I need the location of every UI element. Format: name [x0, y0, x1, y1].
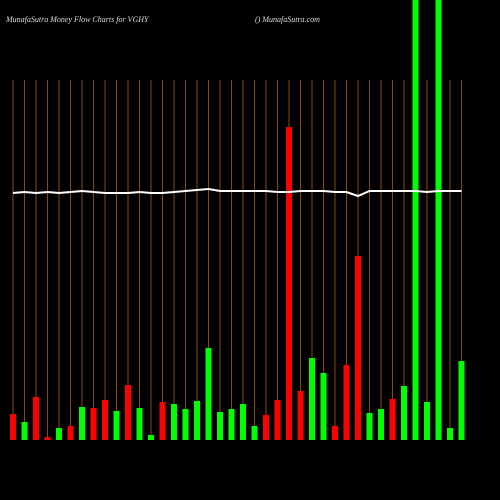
bar: [412, 0, 419, 440]
bar: [263, 415, 269, 440]
bar: [389, 399, 396, 440]
bar: [447, 428, 453, 440]
bar: [21, 422, 28, 440]
bar: [251, 426, 258, 440]
bar: [102, 400, 108, 440]
bar: [401, 386, 407, 440]
bar: [125, 385, 131, 440]
chart-subtitle: () MunafaSutra.com: [255, 15, 320, 24]
bar: [182, 409, 189, 440]
bar: [228, 409, 235, 440]
bar: [90, 408, 97, 440]
bar: [136, 408, 143, 440]
bar: [10, 414, 16, 440]
bar: [274, 400, 281, 440]
bar: [332, 426, 338, 440]
bar: [366, 413, 373, 440]
bar: [171, 404, 177, 440]
bar: [378, 409, 384, 440]
bar: [217, 412, 223, 440]
bar: [159, 402, 166, 440]
bar: [240, 404, 246, 440]
bar: [113, 411, 120, 440]
bar: [424, 402, 430, 440]
line: [12, 187, 462, 198]
bar: [79, 407, 85, 440]
bar: [56, 428, 62, 440]
bar: [205, 348, 212, 440]
bar: [194, 401, 200, 440]
bar: [355, 256, 361, 440]
bar: [458, 361, 465, 440]
chart-title: MunafaSutra Money Flow Charts for VGHY: [5, 15, 150, 24]
bar: [44, 437, 51, 440]
bar: [435, 0, 442, 440]
bar: [297, 391, 304, 440]
bar: [309, 358, 315, 440]
bar: [148, 435, 154, 440]
bar: [286, 127, 292, 440]
bar: [343, 365, 350, 440]
bar: [320, 373, 327, 440]
bar: [67, 426, 74, 440]
bar: [33, 397, 39, 440]
